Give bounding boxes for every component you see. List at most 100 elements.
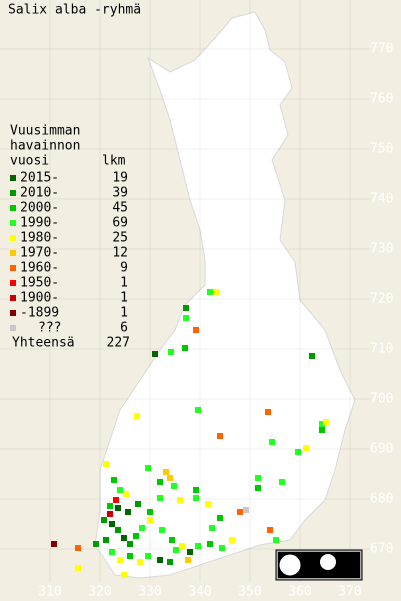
observation: [205, 501, 211, 507]
observation: [133, 533, 139, 539]
legend-count: 69: [112, 216, 128, 231]
legend-heading: havainnon: [10, 139, 80, 154]
northing-label: 770: [370, 42, 393, 57]
observation: [173, 547, 179, 553]
northing-label: 720: [370, 292, 393, 307]
observation: [207, 289, 213, 295]
observation: [101, 517, 107, 523]
northing-label: 740: [370, 192, 393, 207]
observation: [147, 517, 153, 523]
observation: [159, 527, 165, 533]
observation: [167, 475, 173, 481]
legend-swatch: [10, 265, 16, 271]
legend-label: -1899: [20, 306, 59, 321]
observation: [163, 469, 169, 475]
observation: [183, 315, 189, 321]
legend-swatch: [10, 280, 16, 286]
observation: [134, 413, 140, 419]
observation: [169, 537, 175, 543]
observation: [309, 353, 315, 359]
observation: [139, 525, 145, 531]
northing-label: 690: [370, 442, 393, 457]
observation: [127, 541, 133, 547]
observation: [171, 483, 177, 489]
legend-label: ???: [38, 321, 61, 336]
legend-count: 1: [120, 276, 128, 291]
observation: [255, 475, 261, 481]
observation: [217, 433, 223, 439]
easting-label: 340: [188, 585, 211, 600]
observation: [115, 505, 121, 511]
observation: [107, 511, 113, 517]
observation: [185, 557, 191, 563]
observation: [229, 537, 235, 543]
observation: [279, 479, 285, 485]
observation: [75, 545, 81, 551]
observation: [125, 509, 131, 515]
legend-swatch: [10, 190, 16, 196]
observation: [219, 545, 225, 551]
legend-count: 1: [120, 291, 128, 306]
observation: [319, 421, 325, 427]
observation: [179, 543, 185, 549]
observation: [111, 477, 117, 483]
observation: [123, 491, 129, 497]
legend-swatch: [10, 325, 16, 331]
legend-label: 2015-: [20, 171, 59, 186]
northing-label: 760: [370, 92, 393, 107]
observation: [269, 439, 275, 445]
legend-count: 39: [112, 186, 128, 201]
total-label: Yhteensä: [12, 336, 75, 351]
easting-label: 320: [88, 585, 111, 600]
legend-count: 6: [120, 321, 128, 336]
observation: [51, 541, 57, 547]
observation: [127, 553, 133, 559]
legend-swatch: [10, 175, 16, 181]
observation: [303, 445, 309, 451]
observation: [152, 351, 158, 357]
observation: [273, 537, 279, 543]
legend-swatch: [10, 205, 16, 211]
legend-swatch: [10, 235, 16, 241]
observation: [193, 327, 199, 333]
legend-count: 45: [112, 201, 128, 216]
observation: [107, 503, 113, 509]
observation: [195, 543, 201, 549]
observation: [109, 521, 115, 527]
observation: [167, 559, 173, 565]
legend-count: 1: [120, 306, 128, 321]
legend-heading: Vuusimman: [10, 124, 80, 139]
legend-heading: vuosi: [10, 154, 49, 169]
observation: [135, 501, 141, 507]
legend-count-header: lkm: [102, 154, 126, 169]
legend-swatch: [10, 220, 16, 226]
observation: [145, 553, 151, 559]
observation: [319, 427, 325, 433]
easting-label: 370: [338, 585, 361, 600]
legend-label: 1990-: [20, 216, 59, 231]
legend-count: 12: [112, 246, 128, 261]
observation: [115, 527, 121, 533]
observation: [93, 541, 99, 547]
easting-label: 360: [288, 585, 311, 600]
legend-label: 2010-: [20, 186, 59, 201]
northing-label: 750: [370, 142, 393, 157]
legend-swatch: [10, 295, 16, 301]
observation: [183, 305, 189, 311]
observation: [193, 495, 199, 501]
northing-label: 670: [370, 542, 393, 557]
legend-swatch: [10, 250, 16, 256]
observation: [103, 461, 109, 467]
observation: [147, 509, 153, 515]
observation: [121, 572, 127, 578]
observation: [217, 515, 223, 521]
legend-swatch: [10, 310, 16, 316]
easting-label: 350: [238, 585, 261, 600]
observation: [137, 559, 143, 565]
legend-label: 1970-: [20, 246, 59, 261]
observation: [103, 537, 109, 543]
observation: [117, 557, 123, 563]
observation: [265, 409, 271, 415]
observation: [237, 509, 243, 515]
observation: [213, 289, 219, 295]
